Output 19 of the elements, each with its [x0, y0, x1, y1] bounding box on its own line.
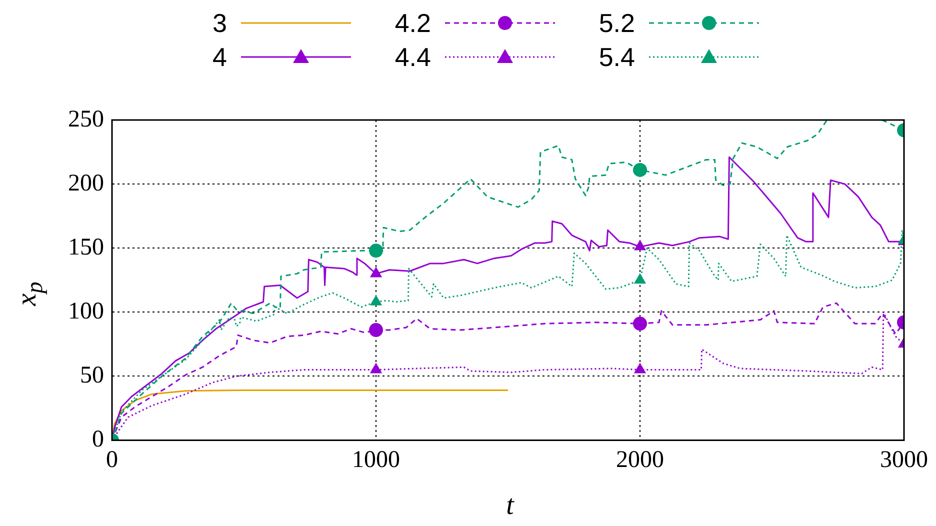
x-tick-label: 3000	[880, 446, 928, 473]
legend-label: 5.2	[598, 8, 635, 38]
point	[370, 266, 382, 278]
legend-label: 4.4	[394, 42, 431, 72]
y-tick-label: 150	[68, 234, 104, 260]
legend-label: 3	[212, 8, 227, 38]
x-tick-label: 1000	[352, 446, 400, 473]
point	[370, 362, 382, 374]
y-tick-label: 0	[92, 426, 104, 452]
y-tick-label: 50	[80, 362, 104, 388]
y-tick-label: 250	[68, 106, 104, 132]
x-axis-title: t	[505, 490, 516, 522]
legend-label: 4	[212, 42, 227, 72]
legend-label: 4.2	[394, 8, 431, 38]
x-tick-label: 2000	[616, 446, 664, 473]
y-tick-label: 200	[68, 170, 104, 196]
y-tick-label: 100	[68, 298, 104, 324]
point	[370, 294, 382, 306]
legend-label: 5.4	[598, 42, 635, 72]
